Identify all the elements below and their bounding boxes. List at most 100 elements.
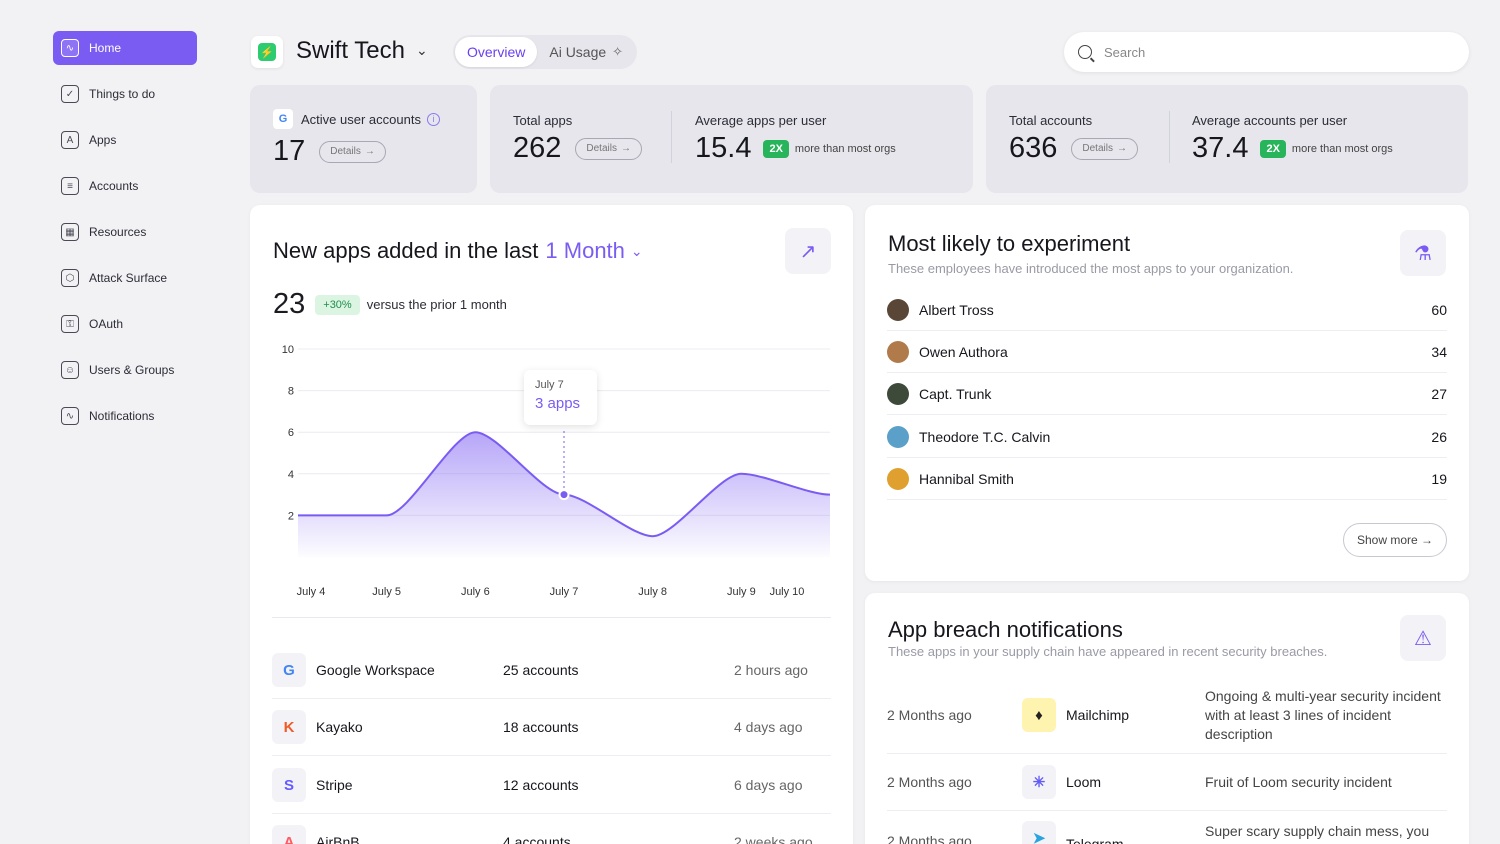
divider xyxy=(272,617,831,618)
breach-app-name: Telegram xyxy=(1066,836,1124,844)
breach-row[interactable]: 2 Months ago ➤ Telegram Super scary supp… xyxy=(887,821,1447,844)
key-icon: ⚿ xyxy=(61,315,79,333)
sidebar-item-home[interactable]: ∿ Home xyxy=(53,31,197,65)
warning-button[interactable]: ⚠ xyxy=(1400,615,1446,661)
new-apps-count: 23 xyxy=(273,288,306,320)
breach-row[interactable]: 2 Months ago ✳ Loom Fruit of Loom securi… xyxy=(887,754,1447,811)
total-apps-value: 262 xyxy=(513,132,562,164)
search-input[interactable] xyxy=(1104,44,1444,60)
sidebar-item-accounts[interactable]: ≡ Accounts xyxy=(53,169,197,203)
sidebar-item-label: Attack Surface xyxy=(89,271,168,285)
breach-app-name: Loom xyxy=(1066,774,1102,790)
divider xyxy=(671,111,672,163)
trend-chart-button[interactable]: ↗ xyxy=(785,228,831,274)
notification-chart-icon: ∿ xyxy=(61,407,79,425)
y-tick-label: 2 xyxy=(288,510,294,522)
x-tick-label: July 6 xyxy=(461,586,490,598)
org-name[interactable]: Swift Tech xyxy=(296,37,405,64)
employee-app-count: 27 xyxy=(1431,385,1447,402)
users-icon: ☺ xyxy=(61,361,79,379)
org-logo[interactable]: ⚡ xyxy=(251,36,283,68)
search-bar[interactable] xyxy=(1064,32,1469,72)
avatar xyxy=(887,382,909,405)
comparison-badge: 2X xyxy=(1260,139,1286,158)
show-more-label: Show more → xyxy=(1357,533,1434,547)
details-button[interactable]: Details → xyxy=(575,137,642,160)
sidebar: ∿ Home ✓ Things to do A Apps ≡ Accounts ▦ Res… xyxy=(53,31,197,445)
avg-apps-value: 15.4 xyxy=(695,132,752,164)
apps-stats-card: Total apps 262 Details → Average apps per… xyxy=(490,85,973,193)
details-label: Details xyxy=(330,146,361,157)
avatar xyxy=(887,467,909,490)
arrow-right-icon: → xyxy=(364,146,375,157)
sidebar-item-attack-surface[interactable]: ⬡ Attack Surface xyxy=(53,261,197,295)
total-accounts-value: 636 xyxy=(1009,132,1058,164)
employee-name: Hannibal Smith xyxy=(919,470,1014,487)
sidebar-item-label: Home xyxy=(89,41,122,55)
loom-icon: ✳ xyxy=(1022,765,1056,799)
new-apps-panel: New apps added in the last 1 Month ⌄ ↗ 2… xyxy=(250,205,853,844)
chevron-down-icon[interactable]: ⌄ xyxy=(416,42,428,58)
experiment-title: Most likely to experiment xyxy=(888,231,1131,256)
tab-ai-usage[interactable]: Ai Usage ✧ xyxy=(537,37,635,67)
list-item[interactable]: Albert Tross 60 xyxy=(887,289,1447,331)
breach-panel: App breach notifications These apps in y… xyxy=(865,593,1469,844)
list-item[interactable]: Theodore T.C. Calvin 26 xyxy=(887,416,1447,458)
sidebar-item-notifications[interactable]: ∿ Notifications xyxy=(53,399,197,433)
sidebar-item-apps[interactable]: A Apps xyxy=(53,123,197,157)
x-tick-label: July 5 xyxy=(372,586,401,598)
list-item[interactable]: Owen Authora 34 xyxy=(887,331,1447,373)
sidebar-item-label: Notifications xyxy=(89,409,155,423)
app-accounts: 12 accounts xyxy=(503,777,579,793)
kayako-icon: K xyxy=(272,710,306,744)
divider xyxy=(1169,111,1170,163)
info-icon[interactable]: i xyxy=(426,112,440,126)
breach-description: Super scary supply chain mess, you xyxy=(1205,823,1430,839)
breach-row[interactable]: 2 Months ago ♦ Mailchimp Ongoing & multi… xyxy=(887,677,1447,754)
x-tick-label: July 4 xyxy=(297,586,326,598)
breach-description: Fruit of Loom security incident xyxy=(1205,773,1392,790)
sidebar-item-users-groups[interactable]: ☺ Users & Groups xyxy=(53,353,197,387)
warning-icon: ⚠ xyxy=(1414,627,1432,650)
app-accounts: 18 accounts xyxy=(503,719,579,735)
table-row[interactable]: G Google Workspace 25 accounts 2 hours a… xyxy=(272,642,831,699)
app-name: Stripe xyxy=(316,777,353,793)
list-item[interactable]: Capt. Trunk 27 xyxy=(887,373,1447,415)
breach-app-name: Mailchimp xyxy=(1066,707,1130,723)
details-button[interactable]: Details → xyxy=(319,140,386,163)
active-users-label: Active user accounts xyxy=(301,111,421,127)
y-tick-label: 10 xyxy=(282,344,294,356)
sidebar-item-things-to-do[interactable]: ✓ Things to do xyxy=(53,77,197,111)
hexagon-icon: ⬡ xyxy=(61,269,79,287)
sidebar-item-resources[interactable]: ▦ Resources xyxy=(53,215,197,249)
home-icon: ∿ xyxy=(61,39,79,57)
airbnb-icon: A xyxy=(272,825,306,844)
employee-name: Capt. Trunk xyxy=(919,385,992,402)
table-row[interactable]: S Stripe 12 accounts 6 days ago xyxy=(272,757,831,814)
details-button[interactable]: Details → xyxy=(1071,137,1138,160)
change-badge: +30% xyxy=(315,294,360,315)
apps-icon: A xyxy=(61,131,79,149)
table-row[interactable]: A AirBnB 4 accounts 2 weeks ago xyxy=(272,814,831,844)
lightning-icon: ⚡ xyxy=(258,43,276,61)
sidebar-item-label: OAuth xyxy=(89,317,124,331)
chevron-down-icon[interactable]: ⌄ xyxy=(630,242,643,259)
y-tick-label: 4 xyxy=(288,469,294,481)
tab-overview[interactable]: Overview xyxy=(455,37,538,67)
period-selector[interactable]: 1 Month xyxy=(545,238,625,263)
active-users-card: G Active user accounts i 17 Details → xyxy=(250,85,477,193)
table-row[interactable]: K Kayako 18 accounts 4 days ago xyxy=(272,699,831,756)
employee-name: Albert Tross xyxy=(919,301,994,318)
sidebar-item-oauth[interactable]: ⚿ OAuth xyxy=(53,307,197,341)
x-tick-label: July 8 xyxy=(638,586,667,598)
experiment-subtitle: These employees have introduced the most… xyxy=(888,261,1294,276)
arrow-right-icon: → xyxy=(620,143,631,154)
list-item[interactable]: Hannibal Smith 19 xyxy=(887,458,1447,500)
show-more-button[interactable]: Show more → xyxy=(1343,523,1448,557)
flask-button[interactable]: ⚗ xyxy=(1400,230,1446,276)
avg-apps-label: Average apps per user xyxy=(695,113,827,128)
details-label: Details xyxy=(586,143,617,154)
comparison-text: more than most orgs xyxy=(1291,142,1393,155)
x-tick-label: July 9 xyxy=(727,586,756,598)
sidebar-item-label: Resources xyxy=(89,225,147,239)
